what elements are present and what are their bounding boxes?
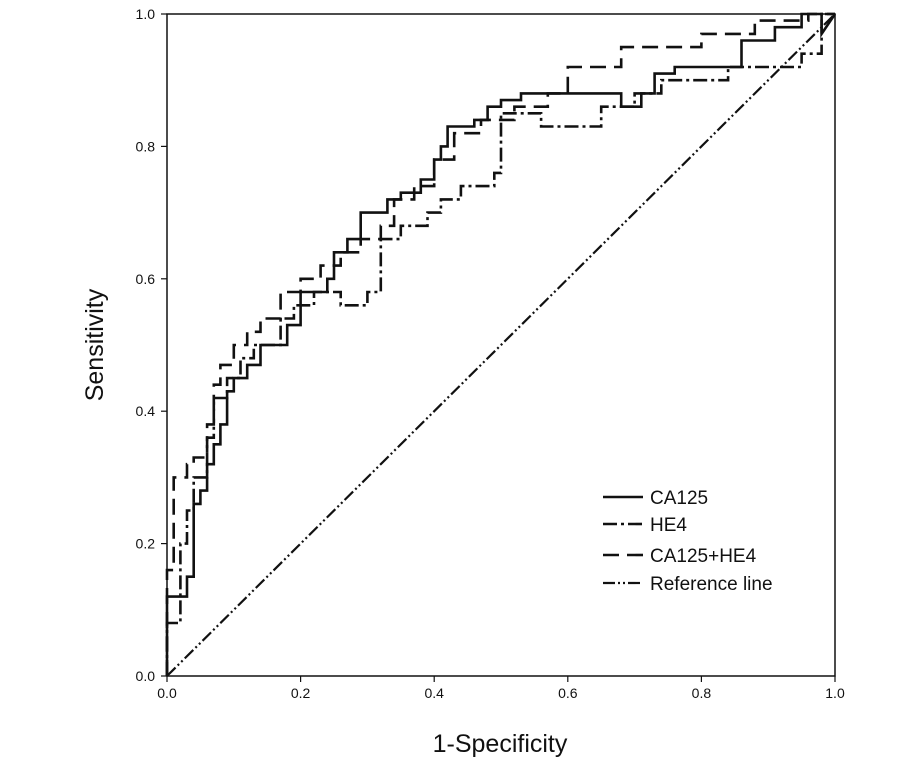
legend-label-reference: Reference line: [650, 574, 773, 595]
y-axis-title: Sensitivity: [81, 288, 109, 401]
series-line-ca125-he4: [165, 12, 835, 676]
x-tick-label: 0.6: [558, 685, 578, 701]
x-tick-label: 1.0: [825, 685, 845, 701]
series-line-he4: [165, 12, 835, 676]
y-tick-label: 0.6: [136, 271, 156, 287]
x-tick-label: 0.8: [692, 685, 712, 701]
legend-label-ca125: CA125: [650, 488, 708, 509]
plot-frame: [166, 13, 836, 677]
y-axis-ticks: 0.0 0.2 0.4 0.6 0.8 1.0: [136, 6, 167, 684]
legend-label-ca125-he4: CA125+HE4: [650, 546, 757, 567]
series-layer: [165, 12, 837, 677]
y-tick-label: 0.4: [136, 403, 156, 419]
x-tick-label: 0.4: [424, 685, 444, 701]
y-tick-label: 0.0: [136, 668, 156, 684]
x-axis-ticks: 0.0 0.2 0.4 0.6 0.8 1.0: [157, 676, 845, 701]
x-tick-label: 0.0: [157, 685, 177, 701]
x-axis-title: 1-Specificity: [433, 730, 568, 758]
y-tick-label: 0.2: [136, 536, 156, 552]
series-line-ca125: [165, 12, 837, 676]
y-tick-label: 1.0: [136, 6, 156, 22]
legend-label-he4: HE4: [650, 515, 687, 536]
y-tick-label: 0.8: [136, 138, 156, 154]
x-tick-label: 0.2: [291, 685, 311, 701]
legend: CA125 HE4 CA125+HE4 Reference line: [603, 488, 773, 595]
series-line-reference-line: [166, 13, 836, 677]
